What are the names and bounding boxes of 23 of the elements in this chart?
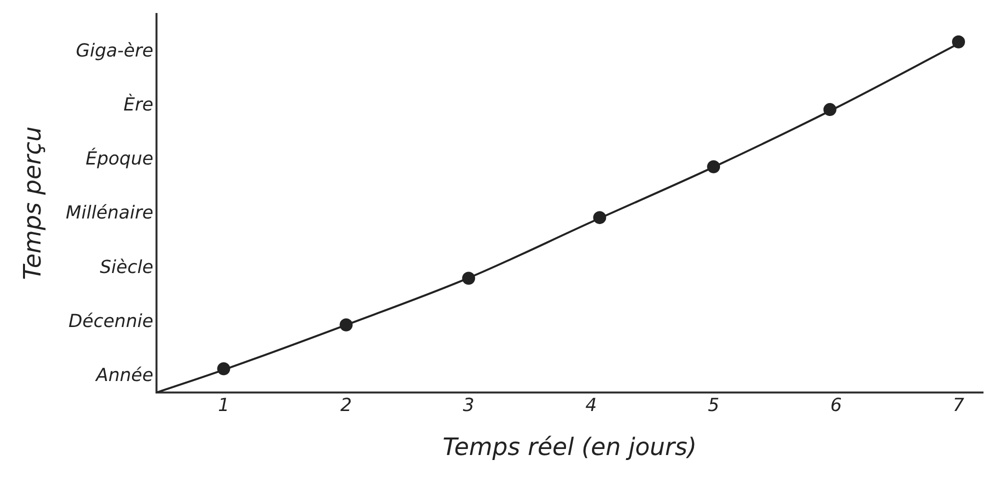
point (217, 362, 230, 376)
point (707, 160, 720, 174)
text: Giga-ère (76, 40, 154, 62)
y-axis-title: Temps perçu (18, 126, 47, 280)
x-tick-label: 3 (462, 395, 474, 416)
x-tick-label: 5 (708, 395, 720, 416)
text: Décennie (68, 310, 154, 332)
point (823, 103, 836, 116)
point (462, 272, 476, 285)
x-tick-label: 7 (952, 395, 965, 416)
x-tick-label: 4 (585, 395, 597, 416)
text: Ère (123, 94, 154, 116)
text: Époque (86, 148, 154, 170)
x-axis-title: Temps réel (en jours) (442, 432, 697, 461)
x-tick-label: 1 (218, 395, 230, 416)
text: Siècle (100, 256, 154, 278)
x-tick-label: 2 (340, 395, 352, 416)
text: Millénaire (66, 202, 154, 224)
text: Année (95, 364, 154, 386)
point (593, 211, 606, 224)
x-tick-label: 6 (830, 395, 842, 416)
point (952, 35, 966, 48)
point (340, 318, 353, 332)
